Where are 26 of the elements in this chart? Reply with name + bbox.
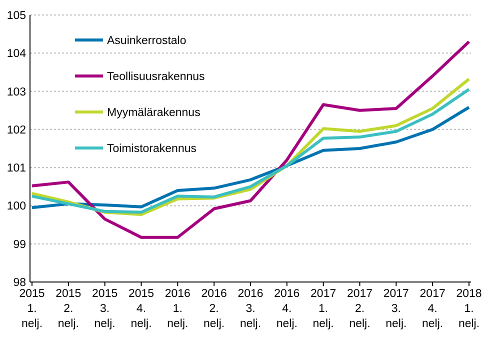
legend-label: Teollisuusrakennus bbox=[107, 71, 206, 84]
y-tick-label: 105 bbox=[6, 10, 26, 22]
x-tick-label: 2017 1. nelj. bbox=[310, 288, 336, 330]
legend-label: Asuinkerrostalo bbox=[107, 35, 186, 48]
x-tick-label: 2015 3. nelj. bbox=[92, 288, 118, 330]
y-tick-label: 102 bbox=[6, 124, 26, 136]
x-tick-label: 2017 3. nelj. bbox=[383, 288, 409, 330]
x-tick-label: 2016 1. nelj. bbox=[164, 288, 190, 330]
x-tick-label: 2016 4. nelj. bbox=[274, 288, 300, 330]
y-tick-label: 98 bbox=[13, 277, 26, 290]
x-tick-label: 2015 2. nelj. bbox=[56, 288, 82, 330]
y-tick-label: 104 bbox=[6, 48, 27, 60]
y-tick-label: 101 bbox=[6, 162, 26, 175]
x-tick-label: 2017 2. nelj. bbox=[346, 288, 373, 330]
x-tick-label: 2017 4. nelj. bbox=[420, 288, 446, 330]
x-tick-label: 2016 2. nelj. bbox=[201, 288, 227, 330]
y-tick-label: 99 bbox=[13, 238, 26, 251]
x-tick-label: 2018 1. nelj. bbox=[456, 288, 482, 330]
x-tick-label: 2015 4. nelj. bbox=[128, 288, 154, 330]
legend-label: Toimistorakennus bbox=[107, 143, 197, 156]
legend-label: Myymälärakennus bbox=[107, 107, 201, 120]
y-tick-label: 103 bbox=[6, 86, 26, 98]
y-tick-label: 100 bbox=[6, 200, 26, 213]
line-series bbox=[30, 106, 470, 210]
x-tick-label: 2015 1. nelj. bbox=[19, 288, 45, 330]
x-tick-label: 2016 3. nelj. bbox=[238, 288, 264, 330]
